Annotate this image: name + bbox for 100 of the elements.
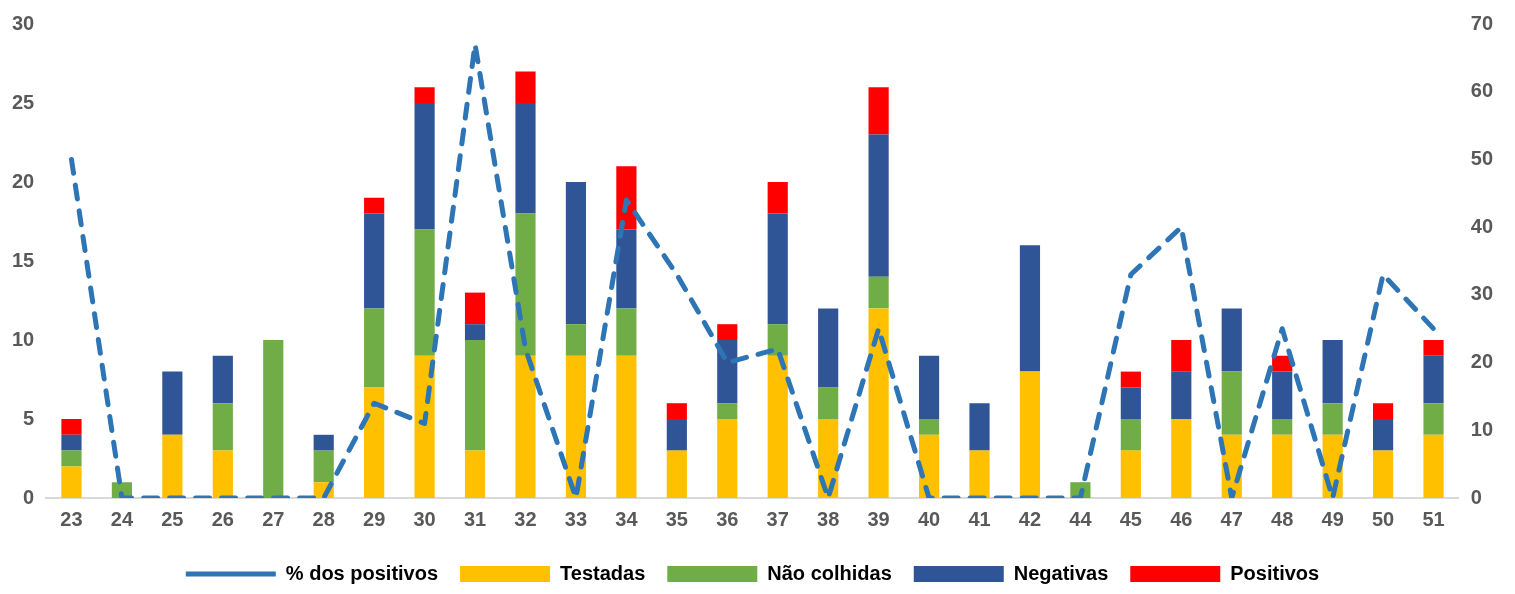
x-tick-label: 24 bbox=[110, 507, 134, 530]
bar bbox=[464, 450, 486, 498]
x-tick-label: 39 bbox=[867, 507, 890, 530]
x-tick-label: 36 bbox=[716, 507, 739, 530]
bar bbox=[1423, 403, 1444, 435]
bar bbox=[1423, 434, 1444, 498]
bar bbox=[1373, 403, 1394, 419]
bar bbox=[212, 355, 233, 404]
x-tick-label: 44 bbox=[1069, 507, 1093, 530]
y-tick-label: 15 bbox=[12, 248, 35, 271]
bar bbox=[666, 403, 687, 419]
bar bbox=[515, 103, 536, 214]
bar bbox=[717, 340, 738, 404]
x-tick-label: 46 bbox=[1170, 507, 1193, 530]
y2-tick-label: 10 bbox=[1470, 417, 1493, 440]
bar bbox=[767, 355, 788, 498]
bar bbox=[918, 355, 940, 419]
bar bbox=[61, 466, 82, 498]
bar bbox=[162, 371, 183, 435]
x-tick-label: 49 bbox=[1321, 507, 1344, 530]
x-tick-label: 45 bbox=[1119, 507, 1142, 530]
x-tick-label: 35 bbox=[665, 507, 688, 530]
bar bbox=[767, 213, 788, 325]
bar bbox=[616, 229, 637, 309]
y2-tick-label: 0 bbox=[1470, 485, 1482, 508]
legend-label: Não colhidas bbox=[767, 561, 892, 584]
bar bbox=[414, 229, 435, 356]
bar bbox=[464, 292, 486, 325]
legend-label: % dos positivos bbox=[285, 561, 439, 584]
bar bbox=[1272, 371, 1293, 419]
bar bbox=[767, 182, 788, 214]
bar bbox=[818, 308, 839, 388]
bar bbox=[969, 450, 990, 498]
bar bbox=[1322, 403, 1343, 435]
x-tick-label: 27 bbox=[262, 507, 285, 530]
bar bbox=[918, 419, 940, 435]
x-tick-label: 23 bbox=[60, 507, 83, 530]
bar bbox=[61, 434, 82, 451]
y2-tick-label: 60 bbox=[1470, 79, 1493, 102]
y-tick-label: 30 bbox=[12, 11, 35, 34]
y-tick-label: 10 bbox=[12, 327, 35, 350]
bar bbox=[1120, 419, 1141, 451]
y2-tick-label: 30 bbox=[1470, 282, 1493, 305]
x-tick-label: 42 bbox=[1018, 507, 1042, 530]
bar bbox=[212, 403, 233, 451]
bar bbox=[364, 387, 385, 498]
bar bbox=[515, 71, 536, 103]
x-tick-label: 25 bbox=[161, 507, 184, 530]
bar bbox=[414, 87, 435, 103]
x-tick-label: 30 bbox=[413, 507, 436, 530]
bar bbox=[818, 387, 839, 419]
bar bbox=[1272, 434, 1293, 498]
bar bbox=[717, 419, 738, 498]
x-tick-label: 41 bbox=[968, 507, 991, 530]
y-tick-label: 5 bbox=[23, 406, 35, 429]
bar bbox=[868, 276, 889, 309]
x-tick-label: 38 bbox=[817, 507, 840, 530]
bar bbox=[162, 434, 183, 498]
bar bbox=[969, 403, 990, 451]
bar bbox=[565, 324, 587, 356]
y2-tick-label: 20 bbox=[1470, 350, 1493, 373]
x-tick-label: 33 bbox=[564, 507, 588, 530]
y-tick-label: 0 bbox=[23, 485, 35, 508]
bar bbox=[1423, 355, 1444, 404]
bar bbox=[1221, 308, 1242, 372]
bar bbox=[717, 403, 738, 419]
x-tick-label: 50 bbox=[1371, 507, 1395, 530]
bar bbox=[263, 340, 284, 498]
bar bbox=[868, 87, 889, 135]
x-tick-label: 47 bbox=[1220, 507, 1243, 530]
bar bbox=[414, 355, 435, 498]
bar bbox=[1171, 340, 1192, 372]
bar bbox=[616, 355, 637, 498]
bar bbox=[666, 419, 687, 451]
bar bbox=[1272, 419, 1293, 435]
bar bbox=[464, 324, 486, 340]
bar bbox=[1373, 450, 1394, 498]
bar bbox=[868, 308, 889, 498]
x-tick-label: 34 bbox=[615, 507, 639, 530]
bar bbox=[565, 182, 587, 325]
bar bbox=[515, 213, 536, 356]
bar bbox=[61, 419, 82, 435]
bar bbox=[1373, 419, 1394, 451]
y2-tick-label: 70 bbox=[1470, 11, 1493, 34]
bar bbox=[1171, 419, 1192, 498]
bar bbox=[1019, 371, 1041, 498]
bar bbox=[313, 434, 334, 451]
y-tick-label: 20 bbox=[12, 169, 35, 192]
x-tick-label: 29 bbox=[363, 507, 386, 530]
x-tick-label: 51 bbox=[1422, 507, 1445, 530]
y2-tick-label: 50 bbox=[1470, 146, 1493, 169]
x-tick-label: 32 bbox=[514, 507, 537, 530]
bar bbox=[61, 450, 82, 467]
bar bbox=[1120, 387, 1141, 419]
bar bbox=[1171, 371, 1192, 419]
bar bbox=[1120, 371, 1141, 388]
x-tick-label: 31 bbox=[463, 507, 487, 530]
bar bbox=[616, 308, 637, 356]
bar bbox=[364, 308, 385, 388]
x-tick-label: 28 bbox=[312, 507, 335, 530]
